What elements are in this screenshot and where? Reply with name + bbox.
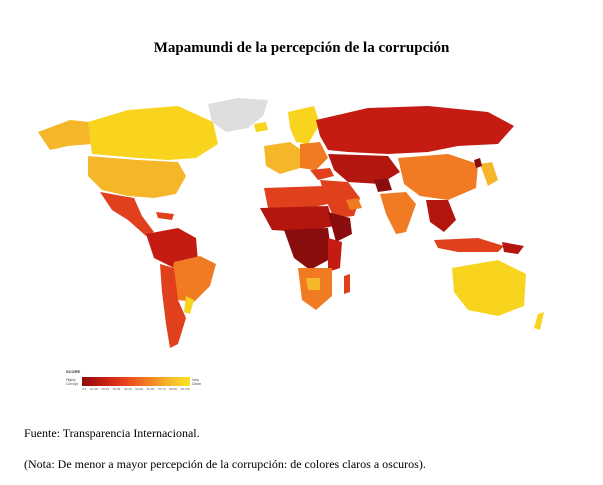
region-south-america-north [146,228,198,268]
region-mexico [100,192,154,236]
legend-tick: 70-79 [157,387,166,391]
region-horn [328,212,352,242]
map-legend: SCORE Highly Corrupt Very Clean 0-9 10-1… [64,369,204,399]
region-alaska [38,120,92,150]
region-north-africa [264,186,328,210]
legend-title: SCORE [66,369,81,374]
legend-ticks: 0-9 10-19 20-29 30-39 40-49 50-59 60-69 … [82,387,190,391]
region-madagascar [344,274,350,294]
region-new-zealand [534,312,544,330]
legend-tick: 10-19 [89,387,98,391]
legend-high-label: Very Clean [192,378,202,386]
region-russia [316,106,514,154]
map-title: Mapamundi de la percepción de la corrupc… [153,40,450,56]
region-afghanistan [374,178,392,192]
region-botswana [306,278,320,290]
region-png [502,242,524,254]
legend-tick: 50-59 [135,387,143,391]
region-turkey [310,168,334,180]
legend-tick: 30-39 [112,387,121,391]
region-southeast-asia [426,200,456,232]
region-australia [452,260,526,316]
legend-tick: 40-49 [123,387,132,391]
region-china [398,154,478,200]
legend-tick: 0-9 [82,387,87,391]
source-caption: Fuente: Transparencia Internacional. [24,426,200,440]
legend-color-scale [82,377,190,386]
legend-tick: 80-89 [169,387,177,391]
region-india [380,192,416,234]
legend-tick: 90-100 [180,387,190,391]
region-eastern-europe [300,142,328,170]
region-central-asia [328,154,400,184]
region-canada [88,106,218,160]
region-brazil [170,256,216,302]
note-caption: (Nota: De menor a mayor percepción de la… [24,457,426,471]
region-southern-cone [160,264,186,348]
region-central-africa [284,228,332,270]
region-gulf [346,198,362,210]
region-sahel [260,206,334,232]
region-iceland [254,122,268,132]
region-korea-japan [480,162,498,186]
region-greenland [208,98,268,132]
region-caribbean [156,212,174,220]
legend-tick: 20-29 [101,387,109,391]
region-indonesia [434,238,504,252]
world-map [38,98,544,348]
region-usa [88,156,186,198]
region-scandinavia [288,106,320,144]
region-north-korea [474,158,482,168]
region-western-europe [264,142,304,174]
region-chile-uruguay [184,296,194,314]
region-east-africa [328,238,342,272]
legend-tick: 60-69 [146,387,155,391]
legend-low-label: Highly Corrupt [66,378,78,386]
